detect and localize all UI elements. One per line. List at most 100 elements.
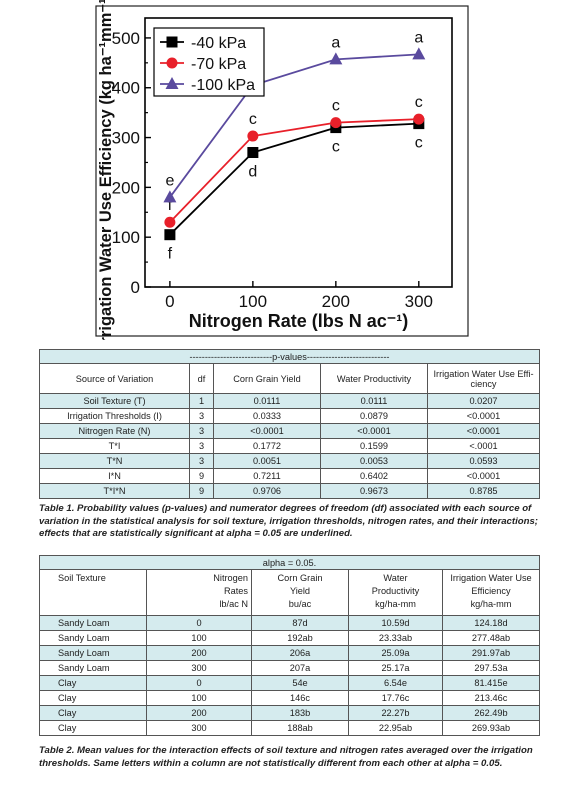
table2-header-line: Nitrogen — [213, 573, 248, 583]
table-cell: 200 — [146, 645, 252, 661]
table-cell: 0.6402 — [320, 468, 428, 484]
y-tick-label: 0 — [131, 278, 140, 297]
data-point — [412, 47, 426, 60]
table-cell: 10.59d — [348, 615, 443, 631]
table-cell: Irrigation Thresholds (I) — [39, 408, 190, 424]
table-cell: 207a — [251, 660, 349, 676]
y-tick-label: 400 — [112, 79, 140, 98]
table2-header: Water Productivity kg/ha-mm — [348, 569, 443, 616]
data-point — [330, 117, 342, 129]
table1-header: Source of Variation — [39, 363, 190, 394]
table-cell: 6.54e — [348, 675, 443, 691]
table-cell: Sandy Loam — [39, 630, 147, 646]
table-cell: 0 — [146, 615, 252, 631]
table-cell: 87d — [251, 615, 349, 631]
data-point — [164, 216, 176, 228]
y-tick-label: 100 — [112, 228, 140, 247]
legend-label: -70 kPa — [191, 56, 246, 73]
table-row: Clay 0 54e 6.54e 81.415e — [39, 675, 540, 691]
table1-header: Irrigation Water Use Effi-ciency — [427, 363, 540, 394]
table-cell: 23.33ab — [348, 630, 443, 646]
table-cell: 3 — [189, 453, 214, 469]
table2-caption-text: Mean values for the interaction effects … — [39, 745, 533, 769]
table-cell: 0.1599 — [320, 438, 428, 454]
table2-header-line: Rates — [223, 586, 248, 596]
table-row: Sandy Loam 100 192ab 23.33ab 277.48ab — [39, 630, 540, 646]
table-cell: 3 — [189, 423, 214, 439]
table-cell: 54e — [251, 675, 349, 691]
table2-header: Corn Grain Yield bu/ac — [251, 569, 349, 616]
table-cell: T*I*N — [39, 483, 190, 499]
table-cell: 206a — [251, 645, 349, 661]
table-cell: 0.0333 — [213, 408, 321, 424]
table-cell: 146c — [251, 690, 349, 706]
table-row: Sandy Loam 0 87d 10.59d 124.18d — [39, 615, 540, 631]
table-cell: 262.49b — [442, 705, 540, 721]
table-cell: 0.0111 — [213, 393, 321, 409]
table2-title: alpha = 0.05. — [39, 555, 540, 570]
table-cell: 25.17a — [348, 660, 443, 676]
table-cell: Clay — [39, 720, 147, 736]
table-cell: 100 — [146, 630, 252, 646]
series-line — [169, 53, 419, 198]
table-row: Clay 200 183b 22.27b 262.49b — [39, 705, 540, 721]
table-cell: Sandy Loam — [39, 645, 147, 661]
table2-wrap: alpha = 0.05. Soil Texture Nitrogen Rates l… — [39, 555, 540, 736]
table-cell: Clay — [39, 675, 147, 691]
table2-header-line: bu/ac — [288, 599, 312, 609]
table-cell: 0.0111 — [320, 393, 428, 409]
table-cell: I*N — [39, 468, 190, 484]
x-tick-label: 200 — [322, 292, 350, 311]
significance-letter: a — [331, 34, 340, 51]
table-row: Irrigation Thresholds (I) 3 0.0333 0.0879 <0… — [39, 408, 540, 424]
table-cell: 17.76c — [348, 690, 443, 706]
table-cell: 300 — [146, 720, 252, 736]
table-cell: 3 — [189, 408, 214, 424]
table-row: Nitrogen Rate (N) 3 <0.0001 <0.0001 <0.0001 — [39, 423, 540, 439]
table2-header-line: Soil Texture — [58, 573, 106, 583]
data-point — [413, 113, 425, 125]
table-cell: 81.415e — [442, 675, 540, 691]
table-cell: 0.0593 — [427, 453, 540, 469]
table-cell: 0.1772 — [213, 438, 321, 454]
series-line — [169, 122, 419, 236]
table-row: T*N 3 0.0051 0.0053 0.0593 — [39, 453, 540, 469]
table-cell: 0.9673 — [320, 483, 428, 499]
table-cell: Clay — [39, 705, 147, 721]
legend-label: -40 kPa — [191, 35, 246, 52]
table2-caption: Table 2. Mean values for the interaction… — [39, 745, 544, 770]
table-row: T*I*N 9 0.9706 0.9673 0.8785 — [39, 483, 540, 499]
table2-header-line: Yield — [289, 586, 311, 596]
table-cell: 0.8785 — [427, 483, 540, 499]
table-cell: <0.0001 — [213, 423, 321, 439]
data-point — [247, 130, 259, 142]
table1-header: Water Productivity — [320, 363, 428, 394]
table-cell: 0.0207 — [427, 393, 540, 409]
significance-letter: c — [332, 98, 340, 115]
table-cell: 188ab — [251, 720, 349, 736]
p-values-table: ---------------------------p-values-----… — [39, 349, 540, 499]
table-cell: <0.0001 — [427, 408, 540, 424]
table1-wrap: ---------------------------p-values-----… — [39, 349, 540, 499]
table-row: Clay 100 146c 17.76c 213.46c — [39, 690, 540, 706]
data-point — [247, 147, 259, 158]
significance-letter: c — [415, 94, 423, 111]
significance-letter: f — [168, 246, 173, 263]
table-row: Sandy Loam 300 207a 25.17a 297.53a — [39, 660, 540, 676]
table2-caption-label: Table 2. — [39, 745, 75, 756]
table2-header-line: Efficiency — [471, 586, 511, 596]
table-cell: 0.9706 — [213, 483, 321, 499]
table-cell: <0.0001 — [320, 423, 428, 439]
table-cell: Sandy Loam — [39, 615, 147, 631]
table-cell: Nitrogen Rate (N) — [39, 423, 190, 439]
table-row: T*I 3 0.1772 0.1599 <.0001 — [39, 438, 540, 454]
figure-border — [95, 5, 469, 337]
table-cell: <0.0001 — [427, 423, 540, 439]
significance-letter: f — [168, 197, 173, 214]
table-row: Soil Texture (T) 1 0.0111 0.0111 0.0207 — [39, 393, 540, 409]
significance-letter: c — [415, 135, 423, 152]
table1-header-line: ciency — [470, 378, 497, 389]
table-cell: Clay — [39, 690, 147, 706]
